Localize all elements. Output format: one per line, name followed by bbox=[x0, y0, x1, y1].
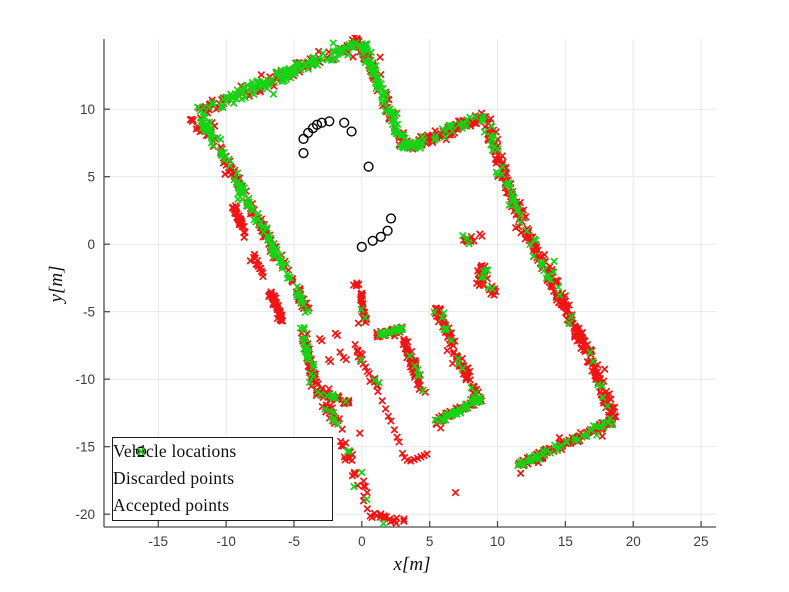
axes bbox=[103, 39, 716, 528]
accepted-points bbox=[193, 38, 617, 528]
svg-text:5: 5 bbox=[87, 169, 95, 184]
tick-labels: -15 -10 -5 0 5 10 15 20 25 -20 -15 -10 -5 0 5 10 bbox=[75, 102, 708, 549]
x-marker-icon bbox=[136, 447, 146, 456]
legend-label-vehicle-locations: Vehicle locations bbox=[113, 441, 237, 461]
legend-label-accepted-points: Accepted points bbox=[113, 495, 230, 515]
legend-item-accepted-points: Accepted points bbox=[113, 447, 332, 519]
circle-marker-icon bbox=[135, 446, 147, 457]
svg-text:-15: -15 bbox=[75, 439, 95, 454]
svg-text:-10: -10 bbox=[75, 372, 95, 387]
legend: Vehicle locations Discarded points Accep… bbox=[112, 437, 333, 521]
svg-text:20: 20 bbox=[626, 534, 641, 549]
legend-label-discarded-points: Discarded points bbox=[113, 468, 235, 488]
svg-text:-10: -10 bbox=[216, 534, 236, 549]
svg-text:15: 15 bbox=[558, 534, 573, 549]
svg-text:-20: -20 bbox=[75, 507, 95, 522]
svg-text:-5: -5 bbox=[288, 534, 300, 549]
x-axis-label: x[m] bbox=[393, 554, 431, 575]
svg-text:0: 0 bbox=[87, 237, 95, 252]
y-axis-label: y[m] bbox=[46, 265, 67, 303]
vehicle-locations bbox=[298, 116, 397, 253]
legend-item-vehicle-locations: Vehicle locations bbox=[113, 438, 332, 465]
svg-text:-15: -15 bbox=[149, 534, 169, 549]
svg-text:25: 25 bbox=[694, 534, 709, 549]
svg-text:10: 10 bbox=[490, 534, 505, 549]
legend-item-discarded-points: Discarded points bbox=[113, 447, 332, 492]
svg-text:10: 10 bbox=[80, 102, 95, 117]
svg-text:0: 0 bbox=[358, 534, 366, 549]
svg-text:5: 5 bbox=[426, 534, 434, 549]
scatter-points-layer bbox=[186, 35, 620, 528]
svg-text:-5: -5 bbox=[83, 304, 95, 319]
